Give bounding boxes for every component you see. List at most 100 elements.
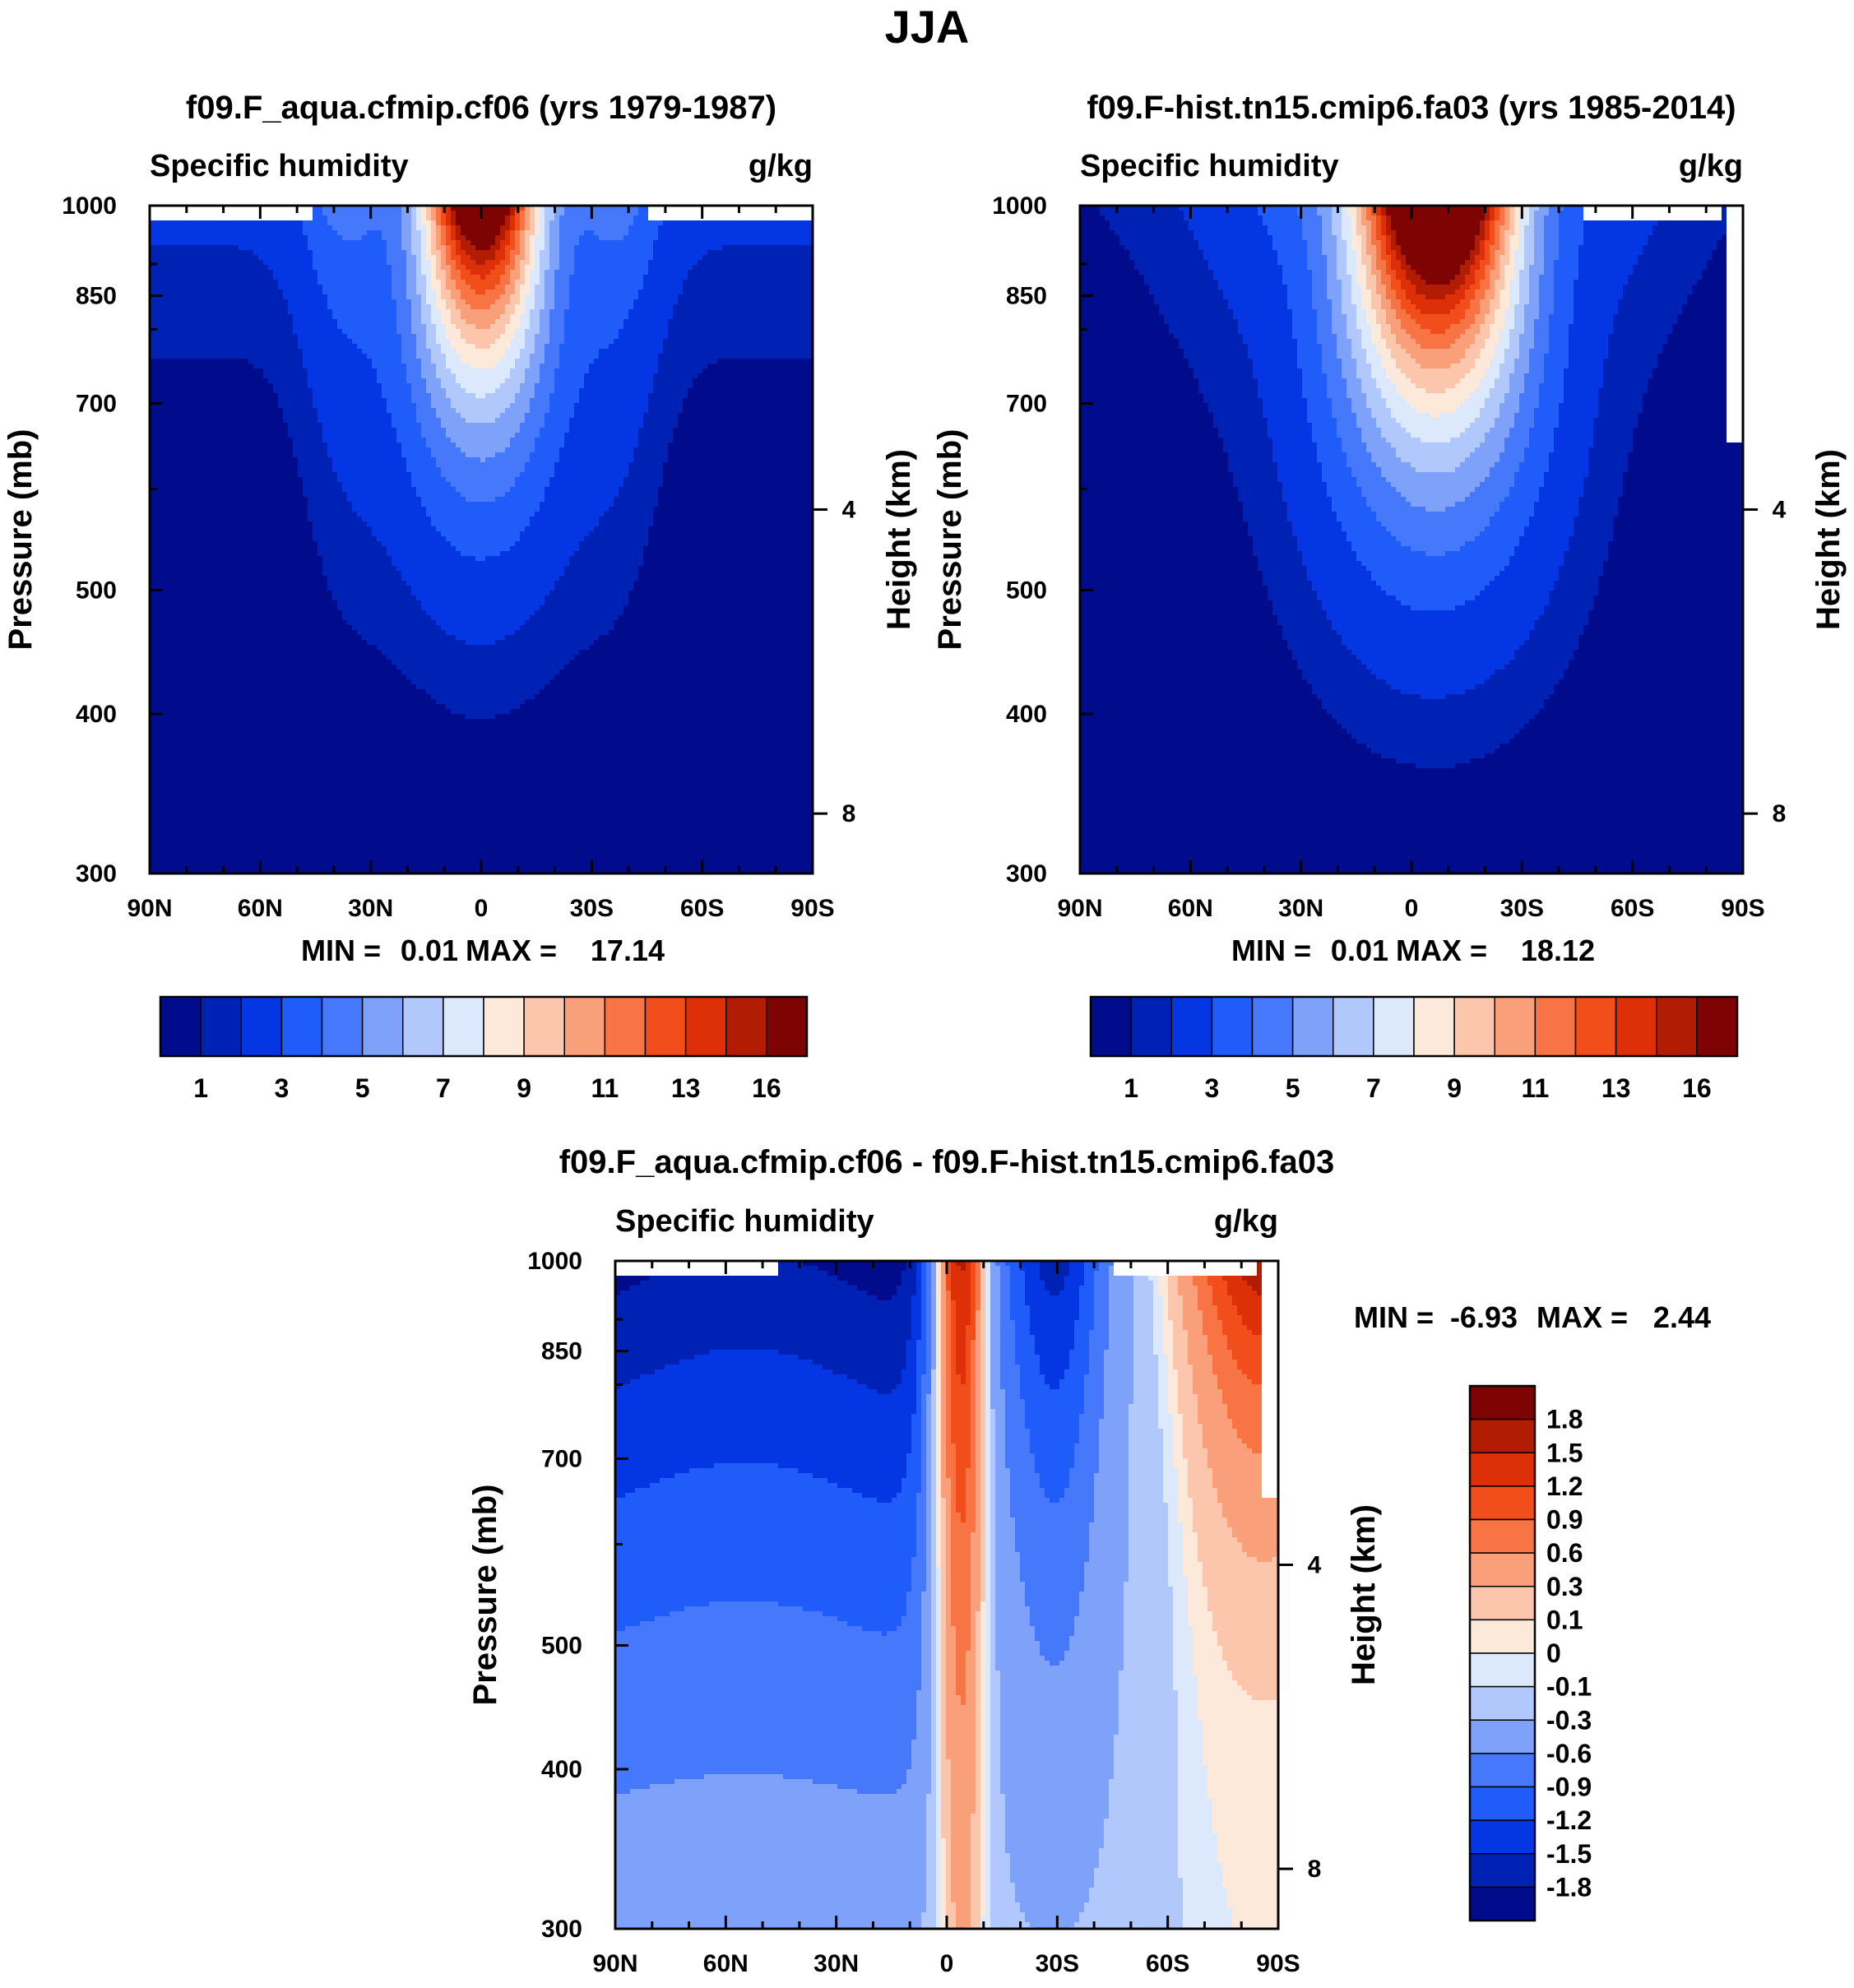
contour-cell [456, 349, 461, 355]
contour-cell [559, 373, 565, 379]
contour-cell [456, 364, 461, 369]
contour-cell [475, 378, 481, 384]
contour-cell [470, 339, 476, 345]
contour-cell [396, 245, 402, 251]
contour-cell [604, 206, 610, 211]
contour-cell [382, 215, 387, 221]
contour-cell [342, 314, 348, 320]
contour-cell [451, 364, 457, 369]
contour-cell [574, 275, 580, 280]
contour-cell [263, 304, 269, 310]
contour-cell [614, 344, 619, 350]
contour-cell [322, 299, 328, 305]
contour-cell [327, 220, 333, 226]
contour-cell [273, 270, 279, 276]
contour-cell [638, 359, 644, 364]
contour-cell [801, 206, 807, 211]
contour-cell [436, 215, 442, 221]
contour-cell [648, 245, 654, 251]
contour-cell [485, 309, 491, 315]
contour-cell [727, 354, 733, 359]
contour-cell [169, 368, 175, 374]
contour-cell [648, 294, 654, 300]
contour-cell [179, 304, 185, 310]
contour-cell [530, 250, 535, 256]
contour-cell [549, 265, 555, 271]
contour-cell [421, 270, 427, 276]
contour-cell [574, 255, 580, 261]
contour-cell [253, 275, 259, 280]
contour-cell [387, 324, 392, 330]
contour-cell [658, 280, 664, 285]
contour-cell [426, 359, 432, 364]
contour-cell [619, 329, 624, 335]
contour-cell [288, 215, 294, 221]
contour-cell [569, 329, 575, 335]
contour-cell [317, 206, 323, 211]
contour-cell [352, 373, 358, 379]
contour-cell [377, 378, 382, 384]
contour-cell [298, 304, 304, 310]
contour-cell [298, 324, 304, 330]
contour-cell [160, 299, 165, 305]
contour-cell [732, 364, 738, 369]
contour-cell [480, 299, 486, 305]
contour-cell [688, 280, 693, 285]
contour-cell [357, 255, 363, 261]
contour-cell [564, 215, 570, 221]
contour-cell [589, 334, 595, 340]
contour-cell [673, 344, 679, 350]
contour-cell [392, 260, 397, 266]
contour-cell [515, 344, 521, 350]
contour-cell [683, 235, 688, 241]
contour-cell [155, 294, 160, 300]
contour-cell [500, 319, 506, 325]
contour-cell [717, 255, 723, 261]
contour-cell [495, 314, 501, 320]
contour-cell [722, 250, 728, 256]
contour-cell [702, 319, 708, 325]
contour-cell [313, 230, 318, 236]
contour-cell [317, 344, 323, 350]
contour-cell [396, 373, 402, 379]
contour-cell [638, 265, 644, 271]
contour-cell [757, 349, 762, 355]
contour-cell [485, 304, 491, 310]
contour-cell [372, 285, 378, 290]
contour-cell [485, 359, 491, 364]
contour-cell [234, 275, 239, 280]
contour-cell [396, 280, 402, 285]
contour-cell [229, 378, 234, 384]
contour-cell [663, 304, 669, 310]
contour-cell [535, 240, 540, 246]
contour-cell [308, 275, 313, 280]
contour-cell [431, 368, 437, 374]
contour-cell [337, 255, 343, 261]
contour-cell [342, 290, 348, 295]
contour-cell [194, 290, 200, 295]
contour-cell [648, 349, 654, 355]
contour-cell [767, 368, 772, 374]
contour-cell [584, 206, 590, 211]
contour-cell [554, 349, 560, 355]
contour-cell [525, 294, 531, 300]
contour-cell [411, 329, 417, 335]
contour-cell [219, 324, 225, 330]
contour-cell [683, 240, 688, 246]
contour-cell [485, 349, 491, 355]
contour-cell [352, 280, 358, 285]
contour-cell [510, 344, 516, 350]
contour-cell [214, 349, 220, 355]
contour-cell [619, 378, 624, 384]
contour-cell [747, 344, 753, 350]
contour-cell [717, 373, 723, 379]
contour-cell [643, 275, 649, 280]
contour-cell [470, 364, 476, 369]
contour-cell [545, 215, 550, 221]
contour-cell [243, 240, 249, 246]
contour-cell [688, 364, 693, 369]
contour-cell [387, 334, 392, 340]
contour-cell [599, 285, 605, 290]
contour-cell [767, 275, 772, 280]
contour-cell [574, 211, 580, 216]
